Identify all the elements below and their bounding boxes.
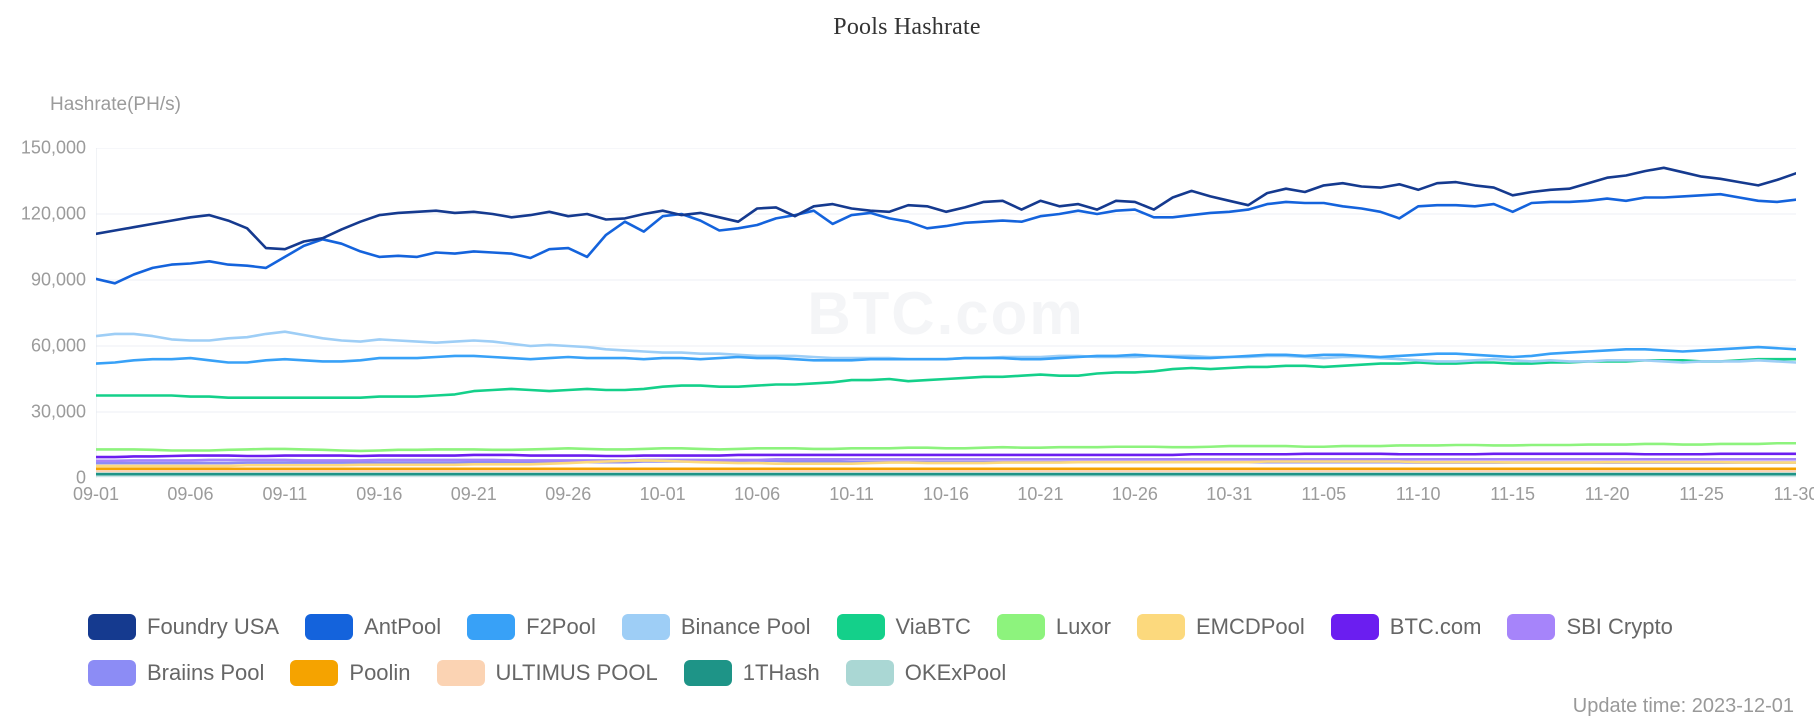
legend-label: Binance Pool: [680, 614, 811, 639]
x-tick-label: 09-21: [450, 484, 497, 504]
x-tick-label: 10-16: [922, 484, 970, 504]
legend-item-viabtc[interactable]: ViaBTC: [836, 612, 971, 642]
series-line[interactable]: [96, 194, 1796, 283]
legend-item-luxor[interactable]: Luxor: [996, 612, 1111, 642]
x-tick-label: 11-10: [1395, 484, 1441, 504]
x-tick-label: 09-06: [167, 484, 214, 504]
lines-svg: [96, 148, 1796, 478]
y-axis-unit-label: Hashrate(PH/s): [50, 94, 181, 115]
y-tick-label: 90,000: [30, 269, 86, 290]
x-tick-label: 09-11: [262, 484, 308, 504]
y-tick-label: 60,000: [30, 335, 86, 356]
legend-color-swatch: [683, 660, 732, 686]
legend-item-binance-pool[interactable]: Binance Pool: [621, 612, 811, 642]
legend-item-foundry-usa[interactable]: Foundry USA: [88, 612, 279, 642]
x-tick-label: 10-06: [734, 484, 781, 504]
y-axis-tick-labels: 150,000 120,000 90,000 60,000 30,000 0: [0, 138, 86, 488]
legend-item-braiins-pool[interactable]: Braiins Pool: [88, 658, 264, 688]
series-line[interactable]: [96, 454, 1796, 457]
legend-color-swatch: [1507, 614, 1556, 640]
legend-label: Luxor: [1055, 614, 1111, 639]
update-time: Update time: 2023-12-01: [1572, 695, 1794, 717]
y-tick-label: 30,000: [30, 401, 86, 422]
legend-label: 1THash: [742, 660, 820, 685]
legend-label: Braiins Pool: [147, 660, 265, 685]
legend-color-swatch: [621, 614, 670, 640]
legend-item-emcdpool[interactable]: EMCDPool: [1136, 612, 1305, 642]
plot-area: BTC.com: [96, 148, 1796, 478]
legend-color-swatch: [996, 614, 1045, 640]
y-tick-label: 0: [75, 467, 86, 488]
x-tick-label: 09-01: [72, 484, 120, 504]
series-line[interactable]: [96, 168, 1796, 249]
legend-label: ULTIMUS POOL: [495, 660, 658, 685]
legend-item-1thash[interactable]: 1THash: [683, 658, 820, 688]
x-tick-label: 11-20: [1584, 484, 1630, 504]
legend-label: Poolin: [349, 660, 411, 685]
legend-label: BTC.com: [1389, 614, 1482, 639]
x-tick-label: 10-31: [1206, 484, 1253, 504]
series-line[interactable]: [96, 443, 1796, 451]
series-line[interactable]: [96, 459, 1796, 461]
x-tick-label: 11-25: [1679, 484, 1724, 504]
legend-color-swatch: [88, 614, 136, 640]
legend-label: ViaBTC: [895, 614, 971, 639]
page-title: Pools Hashrate: [833, 14, 981, 40]
legend-color-swatch: [1136, 614, 1185, 640]
legend-color-swatch: [88, 660, 136, 686]
legend-color-swatch: [1330, 614, 1379, 640]
legend-item-btc-com[interactable]: BTC.com: [1330, 612, 1482, 642]
legend-item-poolin[interactable]: Poolin: [290, 658, 411, 688]
legend-color-swatch: [845, 660, 894, 686]
x-tick-label: 11-05: [1301, 484, 1347, 504]
series-line[interactable]: [96, 359, 1796, 398]
x-tick-label: 10-11: [829, 484, 874, 504]
y-tick-label: 150,000: [20, 137, 86, 158]
series-line[interactable]: [96, 460, 1796, 466]
legend-item-antpool[interactable]: AntPool: [305, 612, 441, 642]
legend-item-ultimus-pool[interactable]: ULTIMUS POOL: [436, 658, 658, 688]
legend-label: EMCDPool: [1195, 614, 1305, 639]
x-tick-label: 11-30: [1773, 484, 1814, 504]
x-tick-label: 10-26: [1111, 484, 1158, 504]
legend-label: OKExPool: [904, 660, 1007, 685]
x-axis-tick-labels: 09-01 09-06 09-11 09-16 09-21 09-26 10-01 10-06…: [73, 484, 1814, 510]
x-tick-label: 09-26: [545, 484, 592, 504]
x-tick-label: 10-21: [1017, 484, 1064, 504]
legend-label: SBI Crypto: [1566, 614, 1673, 639]
legend-color-swatch: [290, 660, 339, 686]
legend-item-f2pool[interactable]: F2Pool: [467, 612, 596, 642]
legend-color-swatch: [836, 614, 885, 640]
series-line[interactable]: [96, 332, 1796, 363]
legend-label: Foundry USA: [147, 614, 280, 639]
legend-label: F2Pool: [526, 614, 596, 639]
legend-item-sbi-crypto[interactable]: SBI Crypto: [1507, 612, 1673, 642]
x-tick-label: 09-16: [356, 484, 403, 504]
legend-item-okexpool[interactable]: OKExPool: [845, 658, 1007, 688]
x-tick-label: 10-01: [639, 484, 686, 504]
legend-color-swatch: [305, 614, 354, 640]
legend-label: AntPool: [364, 614, 442, 639]
y-tick-label: 120,000: [20, 203, 86, 224]
legend: Foundry USA AntPool F2Pool Binance Pool ViaB…: [88, 612, 1748, 704]
series-line[interactable]: [96, 347, 1796, 364]
x-tick-label: 11-15: [1490, 484, 1536, 504]
legend-color-swatch: [436, 660, 485, 686]
legend-color-swatch: [467, 614, 516, 640]
